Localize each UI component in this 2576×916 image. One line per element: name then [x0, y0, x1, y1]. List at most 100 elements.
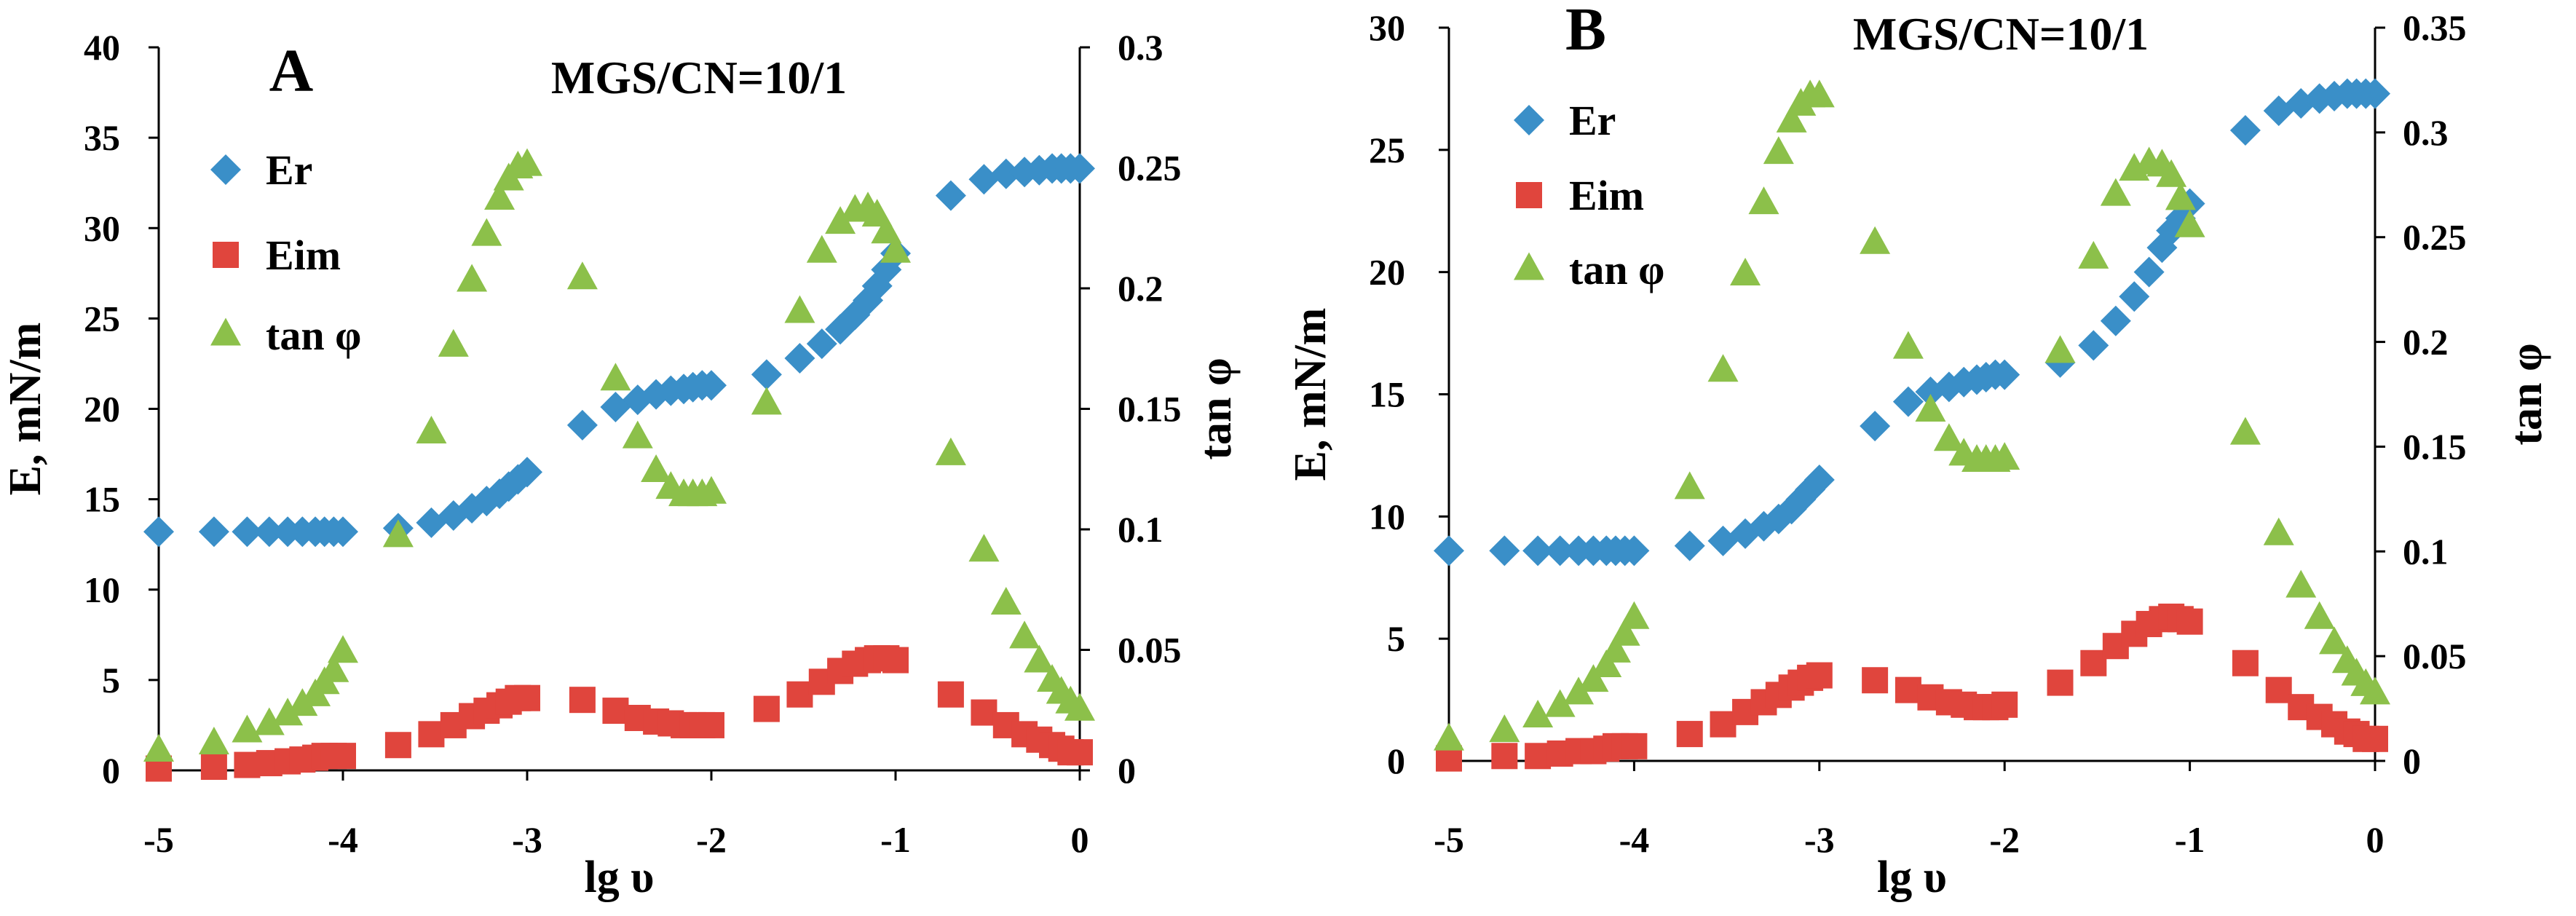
data-point	[418, 721, 445, 748]
series-square	[146, 645, 1093, 782]
data-point	[937, 681, 964, 708]
data-point	[696, 475, 727, 504]
x-tick-label: -1	[880, 819, 911, 860]
y2-tick-label: 0.35	[2403, 7, 2467, 48]
y2-tick-label: 0.15	[1118, 389, 1182, 430]
data-point	[512, 457, 542, 488]
y-tick-label: 20	[84, 389, 120, 430]
data-point	[784, 295, 815, 323]
data-point	[143, 733, 174, 762]
panel-annotation: MGS/CN=10/1	[551, 52, 847, 103]
panel-label: B	[1565, 0, 1606, 63]
y2-tick-label: 0	[2403, 741, 2421, 781]
data-point	[2100, 305, 2131, 336]
data-point	[990, 158, 1022, 189]
data-point	[1860, 226, 1891, 254]
data-point	[2047, 669, 2074, 696]
data-point	[512, 148, 542, 176]
x-tick-label: -1	[2175, 819, 2205, 860]
data-point	[968, 164, 1000, 195]
data-point	[786, 681, 813, 708]
data-point	[1009, 620, 1040, 649]
data-point	[514, 684, 540, 711]
data-point	[1489, 535, 1520, 566]
data-point	[2229, 416, 2261, 445]
y-tick-label: 25	[1369, 130, 1405, 170]
data-point	[622, 420, 653, 449]
legend-label: Er	[266, 146, 312, 194]
data-point	[2362, 725, 2388, 752]
x-tick-label: -3	[1804, 819, 1835, 860]
y-tick-label: 35	[84, 117, 120, 158]
data-point	[2265, 676, 2292, 703]
data-point	[641, 454, 672, 482]
data-point	[1525, 743, 1552, 770]
chart-panel-a: -5 -4 -3 -2 -1 0051015202530354000.050.10.150…	[1, 27, 1241, 902]
y-tick-label: 15	[1369, 374, 1405, 415]
data-point	[1710, 711, 1737, 738]
x-tick-label: 0	[1071, 819, 1089, 860]
y2-axis-title: tan φ	[1191, 358, 1241, 459]
y2-tick-label: 0.3	[2403, 112, 2449, 153]
data-point	[784, 342, 815, 374]
data-point	[471, 218, 502, 246]
x-tick-label: -4	[328, 819, 358, 860]
data-point	[566, 409, 598, 441]
x-tick-label: -5	[143, 819, 174, 860]
data-point	[1862, 667, 1889, 694]
data-point	[1609, 617, 1640, 646]
data-point	[968, 534, 1000, 562]
data-point	[1621, 733, 1648, 759]
data-point	[990, 587, 1022, 615]
data-point	[1434, 722, 1464, 751]
data-point	[1763, 136, 1794, 165]
panel-annotation: MGS/CN=10/1	[1853, 8, 2149, 60]
data-point	[935, 180, 966, 211]
y-tick-label: 5	[102, 660, 120, 700]
data-point	[1892, 386, 1924, 417]
legend-marker	[210, 317, 241, 346]
data-point	[1674, 530, 1705, 561]
data-point	[1591, 649, 1622, 677]
data-point	[438, 328, 469, 357]
data-point	[935, 437, 966, 465]
data-point	[2174, 209, 2205, 237]
data-point	[416, 416, 447, 444]
data-point	[382, 519, 414, 548]
data-point	[751, 387, 782, 415]
data-point	[1895, 676, 1921, 703]
data-point	[1619, 601, 1650, 629]
data-point	[1676, 721, 1703, 748]
data-point	[1434, 535, 1464, 566]
data-point	[198, 516, 229, 548]
data-point	[272, 698, 304, 726]
data-point	[2078, 240, 2109, 269]
data-point	[484, 181, 515, 210]
y2-tick-label: 0.1	[2403, 531, 2449, 572]
data-point	[328, 635, 358, 663]
data-point	[457, 264, 488, 292]
legend-label: Eim	[1569, 172, 1644, 219]
y2-tick-label: 0.15	[2403, 426, 2467, 467]
data-point	[1491, 743, 1518, 770]
x-tick-label: 0	[2366, 819, 2385, 860]
y2-tick-label: 0	[1118, 750, 1136, 791]
data-point	[1544, 689, 1576, 717]
data-point	[1619, 535, 1650, 566]
data-point	[2119, 281, 2150, 312]
data-point	[566, 261, 598, 290]
data-point	[328, 516, 358, 548]
data-point	[2078, 330, 2109, 361]
y-tick-label: 0	[102, 750, 120, 791]
data-point	[871, 216, 902, 244]
series-triangle	[143, 148, 1095, 762]
y-tick-label: 15	[84, 479, 120, 520]
y2-tick-label: 0.25	[1118, 148, 1182, 189]
data-point	[2304, 83, 2335, 114]
data-point	[1489, 714, 1520, 743]
data-point	[2319, 626, 2350, 655]
series-triangle	[1434, 79, 2390, 751]
data-point	[600, 363, 631, 391]
data-point	[2263, 517, 2294, 545]
